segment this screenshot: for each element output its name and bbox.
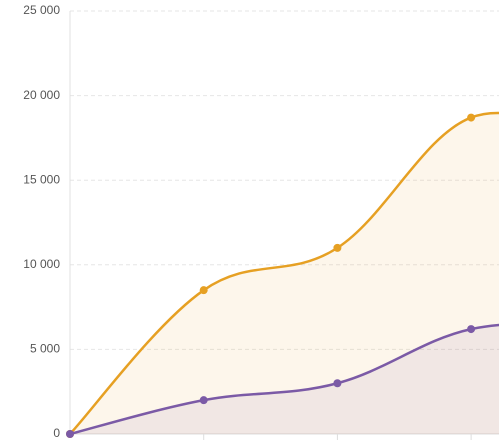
point <box>333 243 342 252</box>
y-tick-label: 20 000 <box>23 88 60 102</box>
y-tick-label: 0 <box>53 426 60 440</box>
y-tick-label: 15 000 <box>23 172 60 186</box>
y-tick-label: 10 000 <box>23 257 60 271</box>
point <box>199 286 208 295</box>
y-tick-label: 25 000 <box>23 3 60 17</box>
point <box>333 379 342 388</box>
point <box>467 325 476 334</box>
point <box>199 396 208 405</box>
point <box>467 113 476 122</box>
y-tick-label: 5 000 <box>30 342 60 356</box>
area-fill <box>70 113 499 434</box>
point <box>66 430 74 438</box>
